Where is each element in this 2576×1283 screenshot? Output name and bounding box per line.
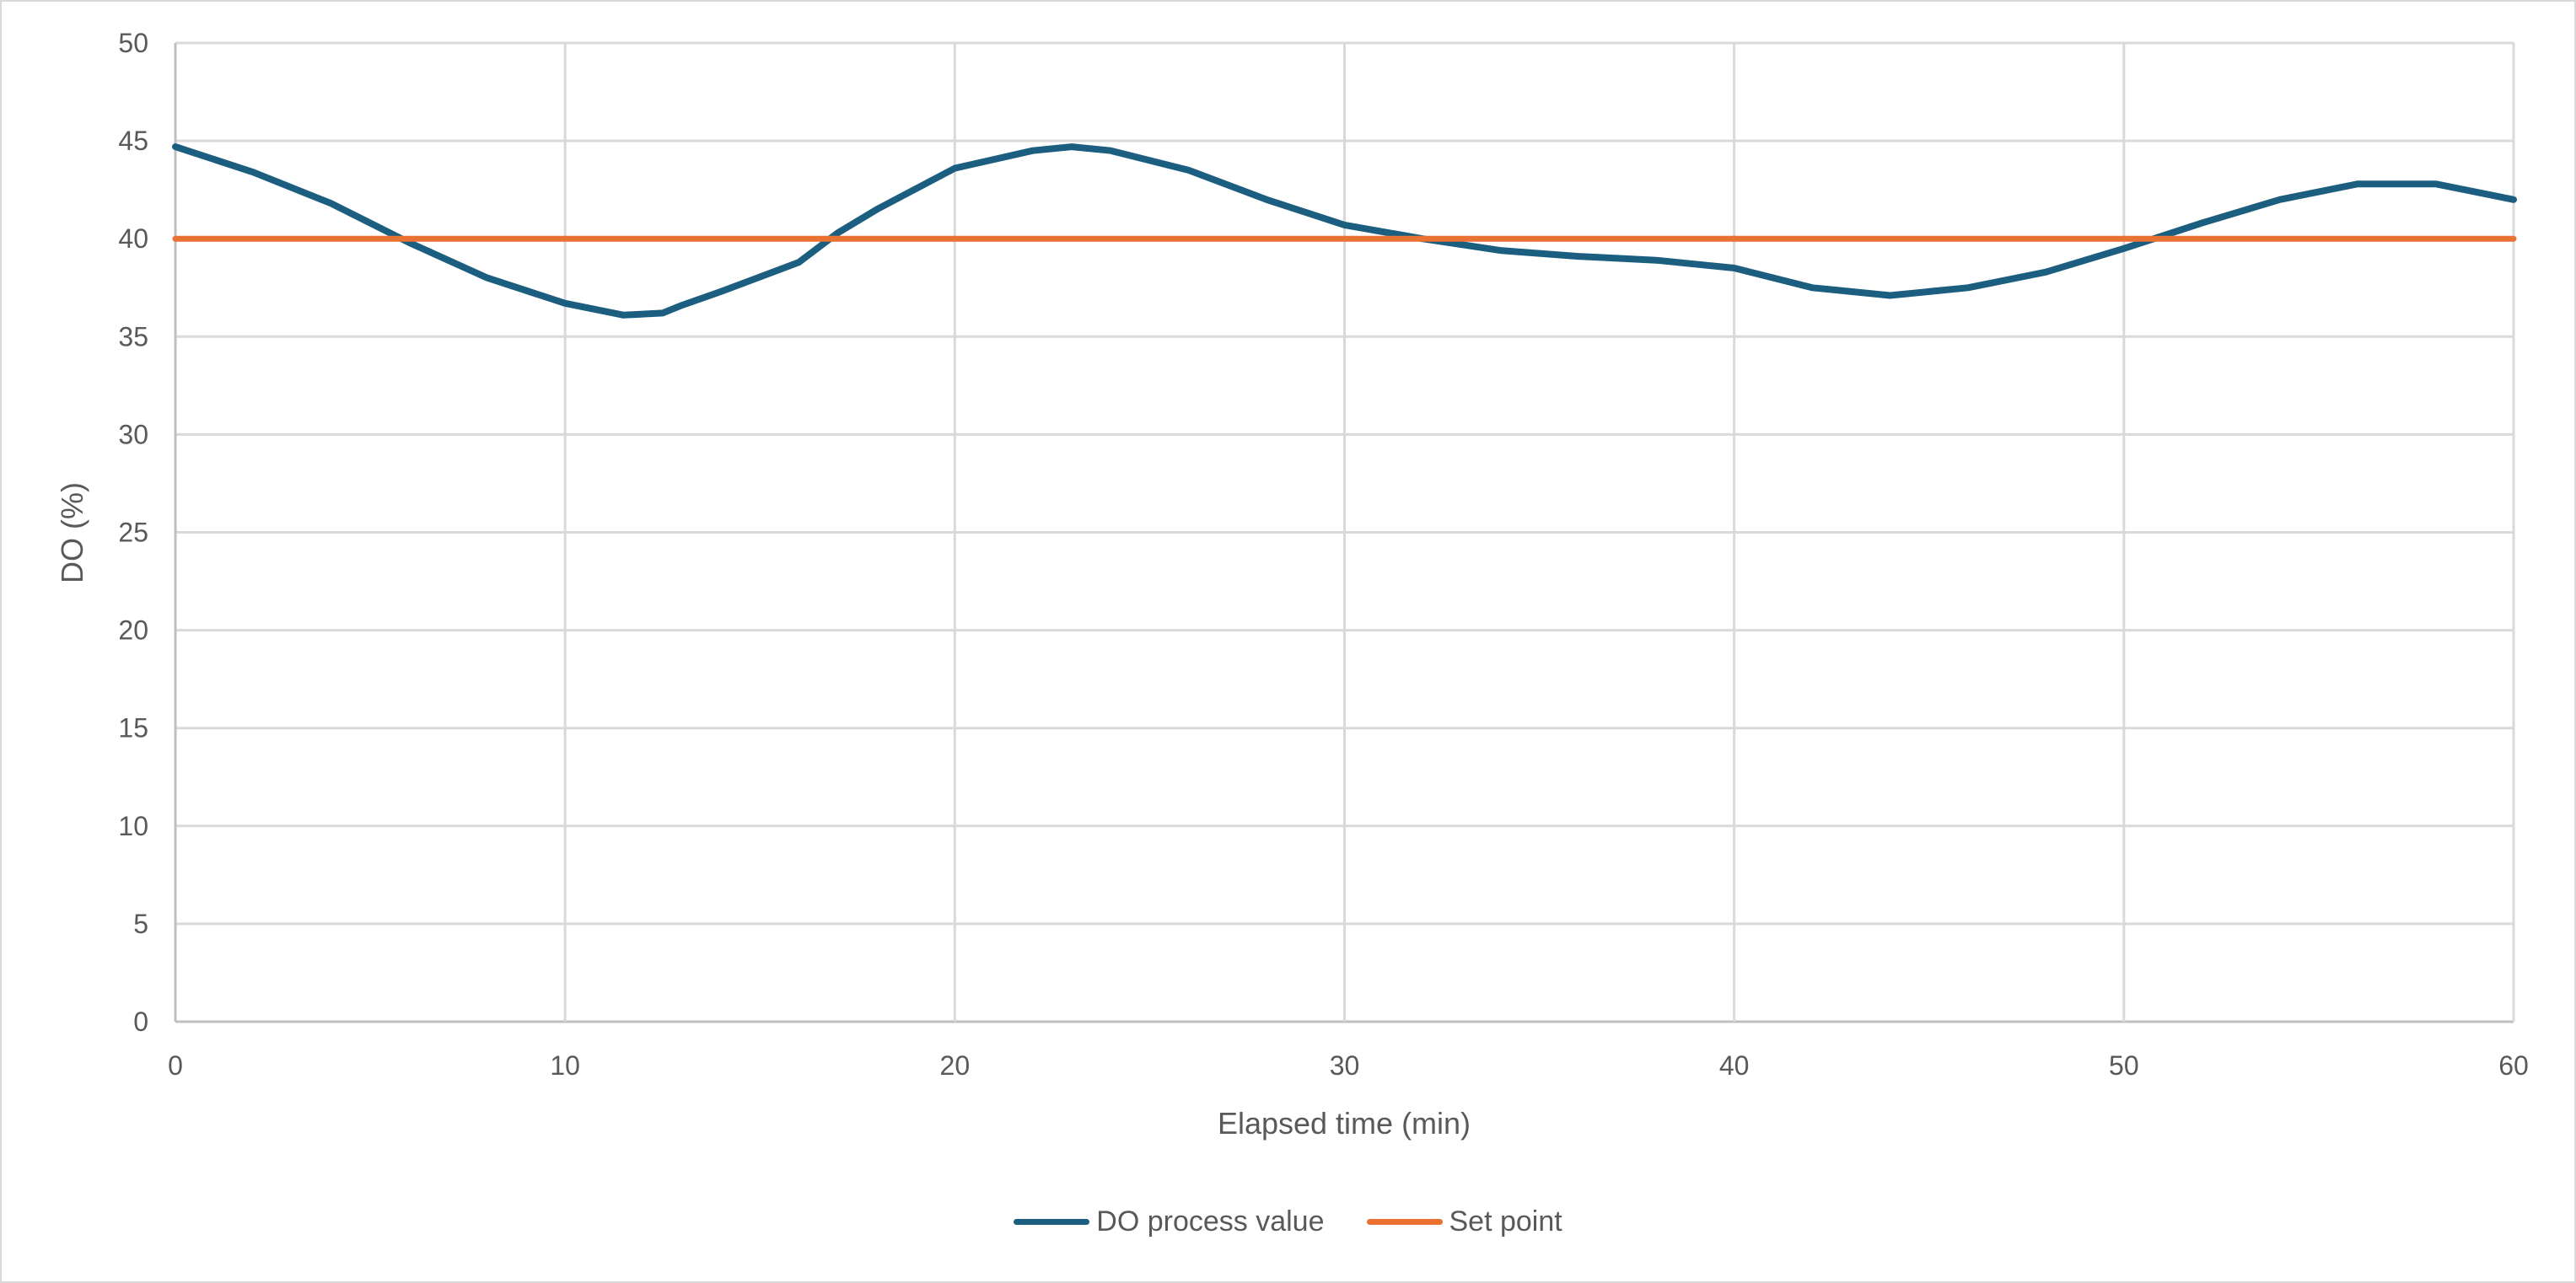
x-axis-ticks: 0 10 20 30 40 50 60 [168,1050,2529,1081]
y-tick-label: 50 [118,28,148,58]
x-axis-title: Elapsed time (min) [1218,1106,1471,1141]
x-tick-label: 60 [2498,1050,2529,1081]
legend-label: Set point [1449,1205,1562,1237]
x-tick-label: 40 [1719,1050,1750,1081]
y-tick-label: 30 [118,419,148,449]
legend: DO process value Set point [0,1205,2576,1238]
x-tick-label: 30 [1330,1050,1360,1081]
legend-swatch-icon [1366,1219,1443,1225]
gridlines [174,41,2515,1023]
y-axis-title: DO (%) [55,482,89,583]
y-tick-label: 5 [133,909,148,939]
y-tick-label: 0 [133,1007,148,1037]
y-tick-label: 45 [118,126,148,156]
y-axis-ticks: 0 5 10 15 20 25 30 35 40 45 50 [118,28,148,1037]
x-tick-label: 50 [2109,1050,2139,1081]
legend-item-do-process-value[interactable]: DO process value [1014,1205,1325,1238]
y-tick-label: 20 [118,615,148,646]
legend-item-set-point[interactable]: Set point [1366,1205,1562,1238]
x-tick-label: 20 [940,1050,971,1081]
data-series [172,143,2517,319]
legend-swatch-icon [1014,1219,1090,1225]
y-tick-label: 10 [118,811,148,841]
legend-label: DO process value [1096,1205,1325,1237]
x-tick-label: 0 [168,1050,183,1081]
y-tick-label: 35 [118,321,148,352]
y-tick-label: 40 [118,223,148,254]
x-tick-label: 10 [550,1050,580,1081]
y-tick-label: 15 [118,713,148,743]
do-process-value-line [172,143,2517,319]
y-tick-label: 25 [118,518,148,548]
